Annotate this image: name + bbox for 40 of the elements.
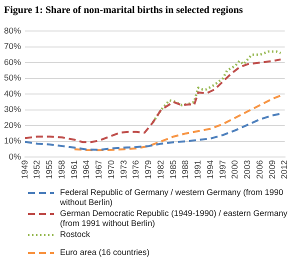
y-tick-label: 0% bbox=[8, 151, 22, 162]
y-tick-label: 80% bbox=[4, 25, 22, 36]
x-tick-label: 1964 bbox=[81, 160, 92, 180]
y-tick-label: 50% bbox=[4, 72, 22, 83]
x-tick-label: 1976 bbox=[130, 160, 141, 180]
line-series bbox=[25, 58, 282, 144]
x-tick-label: 1955 bbox=[44, 160, 54, 180]
x-tick-label: 1967 bbox=[94, 160, 104, 180]
x-tick-label: 1979 bbox=[143, 160, 154, 180]
x-tick-label: 1985 bbox=[168, 160, 178, 180]
x-tick-label: 1958 bbox=[56, 160, 66, 180]
x-tick-label: 2000 bbox=[230, 160, 240, 180]
x-tick-label: 1997 bbox=[217, 160, 228, 180]
x-tick-label: 2003 bbox=[242, 160, 252, 180]
chart-title: Figure 1: Share of non-marital births in selected regions bbox=[3, 4, 244, 18]
line-series bbox=[152, 50, 282, 124]
y-tick-label: 30% bbox=[4, 104, 22, 114]
x-tick-label: 1961 bbox=[68, 160, 79, 180]
y-tick-label: 60% bbox=[4, 56, 22, 67]
x-tick-label: 1991 bbox=[192, 160, 203, 180]
x-tick-label: 1973 bbox=[118, 160, 128, 180]
x-tick-label: 2006 bbox=[254, 160, 264, 180]
line-series bbox=[25, 112, 282, 151]
legend-label: Federal Republic of Germany / western Germany (from 1990 without Berlin) bbox=[60, 187, 284, 207]
x-tick-label: 1949 bbox=[19, 160, 30, 180]
legend-label: German Democratic Republic (1949-1990) / eastern Germany (from 1991 without Berlin) bbox=[60, 208, 288, 228]
x-tick-label: 2012 bbox=[279, 160, 290, 180]
line-series bbox=[73, 94, 282, 152]
x-tick-label: 1988 bbox=[180, 160, 190, 180]
legend-label: Rostock bbox=[60, 229, 90, 240]
y-tick-label: 40% bbox=[4, 88, 22, 98]
x-tick-label: 2009 bbox=[266, 160, 277, 180]
y-tick-label: 10% bbox=[4, 136, 22, 146]
legend-label: Euro area (16 countries) bbox=[60, 246, 150, 257]
x-tick-label: 1970 bbox=[106, 160, 116, 180]
x-tick-label: 1994 bbox=[204, 160, 215, 180]
y-tick-label: 20% bbox=[4, 120, 22, 130]
x-tick-label: 1982 bbox=[155, 160, 166, 180]
x-tick-label: 1952 bbox=[32, 160, 42, 180]
y-tick-label: 70% bbox=[4, 41, 22, 52]
